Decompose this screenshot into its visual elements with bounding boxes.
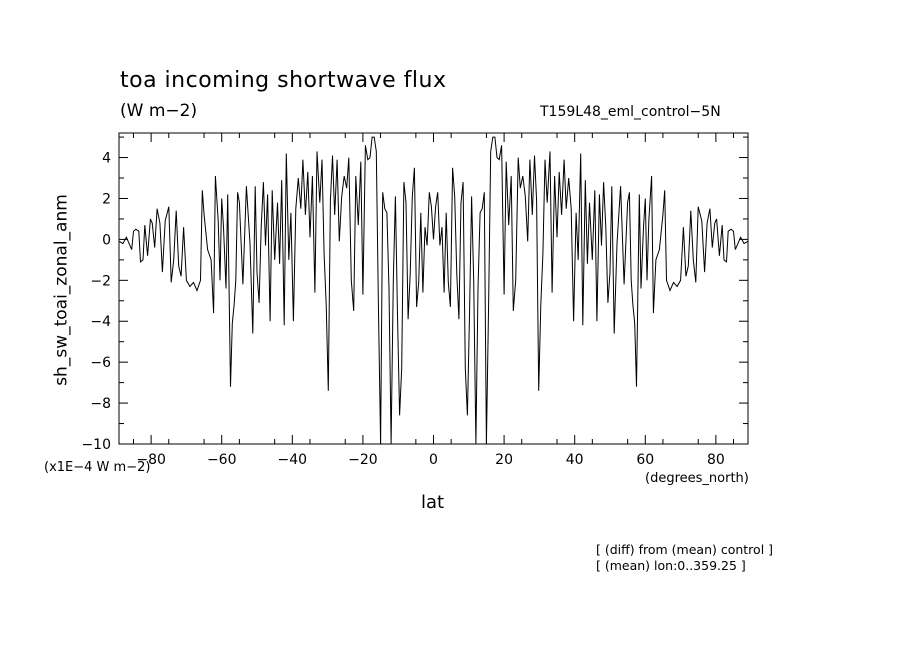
x-tick-label: −40 <box>278 452 308 468</box>
x-tick-label: 0 <box>429 452 438 468</box>
run-id-label: T159L48_eml_control−5N <box>540 104 721 120</box>
axis-ticks <box>119 133 748 445</box>
note-mean: [ (mean) lon:0..359.25 ] <box>596 558 746 573</box>
chart-units: (W m−2) <box>120 101 198 121</box>
x-axis-units: (degrees_north) <box>645 471 749 486</box>
note-diff: [ (diff) from (mean) control ] <box>596 542 774 557</box>
x-tick-label: 80 <box>707 452 725 468</box>
y-tick-label: −4 <box>90 314 111 330</box>
plot-frame <box>118 132 749 445</box>
chart-title: toa incoming shortwave flux <box>120 68 447 93</box>
y-tick-label: 2 <box>102 191 111 207</box>
x-axis-label: lat <box>421 492 445 513</box>
y-tick-label: 0 <box>102 232 111 248</box>
y-scale-note: (x1E−4 W m−2) <box>44 460 151 475</box>
y-tick-label: 4 <box>102 151 111 167</box>
x-tick-label: 60 <box>636 452 654 468</box>
y-tick-label: −6 <box>90 355 111 371</box>
y-tick-label: −10 <box>81 437 111 453</box>
x-tick-label: 40 <box>566 452 584 468</box>
x-tick-label: −20 <box>348 452 378 468</box>
x-tick-label: 20 <box>495 452 513 468</box>
y-tick-label: −8 <box>90 396 111 412</box>
x-tick-label: −60 <box>207 452 237 468</box>
x-tick-label: −80 <box>136 452 166 468</box>
y-tick-label: −2 <box>90 273 111 289</box>
data-series-line <box>119 136 748 444</box>
